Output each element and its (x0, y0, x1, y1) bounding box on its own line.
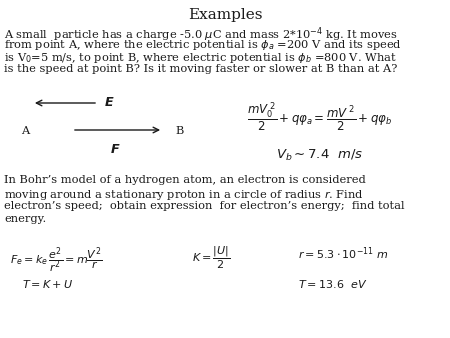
Text: is the speed at point B? Is it moving faster or slower at B than at A?: is the speed at point B? Is it moving fa… (4, 64, 397, 74)
Text: Examples: Examples (188, 8, 262, 22)
Text: electron’s speed;  obtain expression  for electron’s energy;  find total: electron’s speed; obtain expression for … (4, 201, 405, 211)
Text: A small  particle has a charge -5.0 $\mu$C and mass 2*10$^{-4}$ kg. It moves: A small particle has a charge -5.0 $\mu$… (4, 25, 398, 44)
Text: $K = \dfrac{|U|}{2}$: $K = \dfrac{|U|}{2}$ (192, 245, 230, 271)
Text: A: A (21, 126, 29, 136)
Text: is V$_0$=5 m/s, to point B, where electric potential is $\phi_b$ =800 V. What: is V$_0$=5 m/s, to point B, where electr… (4, 51, 396, 65)
Text: $V_b \sim 7.4\ \ m/s$: $V_b \sim 7.4\ \ m/s$ (276, 148, 364, 163)
Text: $\boldsymbol{F}$: $\boldsymbol{F}$ (110, 143, 120, 156)
Text: $T = K + U$: $T = K + U$ (22, 278, 73, 290)
Text: $\dfrac{mV_0^{\;2}}{2} + q\varphi_a = \dfrac{mV^{\;2}}{2} + q\varphi_b$: $\dfrac{mV_0^{\;2}}{2} + q\varphi_a = \d… (248, 100, 392, 133)
Text: $r = 5.3 \cdot 10^{-11}\ m$: $r = 5.3 \cdot 10^{-11}\ m$ (298, 245, 388, 262)
Text: B: B (176, 126, 184, 136)
Text: $F_e = k_e\,\dfrac{e^2}{r^2} = m\dfrac{V^2}{r}$: $F_e = k_e\,\dfrac{e^2}{r^2} = m\dfrac{V… (10, 245, 103, 275)
Text: moving around a stationary proton in a circle of radius $r$. Find: moving around a stationary proton in a c… (4, 188, 364, 202)
Text: from point A, where the electric potential is $\phi_a$ =200 V and its speed: from point A, where the electric potenti… (4, 38, 402, 52)
Text: energy.: energy. (4, 214, 46, 224)
Text: $T = 13.6\ \ eV$: $T = 13.6\ \ eV$ (298, 278, 368, 290)
Text: $\boldsymbol{E}$: $\boldsymbol{E}$ (104, 96, 115, 108)
Text: In Bohr’s model of a hydrogen atom, an electron is considered: In Bohr’s model of a hydrogen atom, an e… (4, 175, 366, 185)
